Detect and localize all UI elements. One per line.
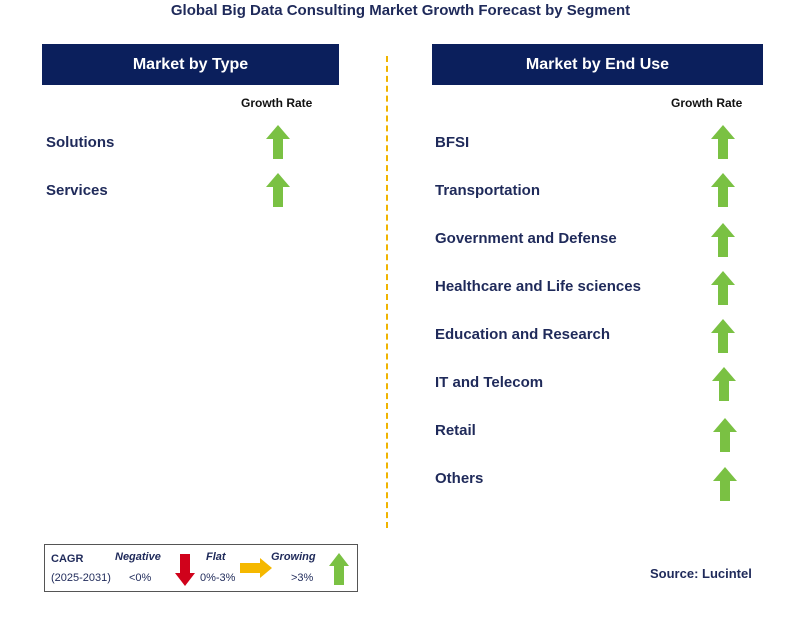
growing-arrow-icon (266, 125, 290, 159)
growing-arrow-icon (329, 553, 349, 585)
legend-flat-label: Flat (206, 551, 226, 563)
legend-growing-label: Growing (271, 551, 316, 563)
growing-arrow-icon (711, 223, 735, 257)
legend-negative-range: <0% (129, 572, 152, 584)
legend-flat-range: 0%-3% (200, 572, 236, 584)
growing-arrow-icon (711, 319, 735, 353)
end-use-item-retail: Retail (435, 422, 476, 439)
market-by-type-header: Market by Type (42, 44, 339, 85)
type-item-services: Services (46, 182, 108, 199)
source-label: Source: Lucintel (650, 566, 752, 581)
end-use-item-healthcare: Healthcare and Life sciences (435, 278, 641, 295)
legend-growing-range: >3% (291, 572, 314, 584)
flat-arrow-icon (240, 558, 272, 578)
legend-cagr-label: CAGR (51, 553, 84, 565)
end-use-item-others: Others (435, 470, 484, 487)
growing-arrow-icon (711, 125, 735, 159)
cagr-legend: CAGR (2025-2031) Negative <0% Flat 0%-3%… (44, 544, 358, 592)
chart-title: Global Big Data Consulting Market Growth… (170, 2, 631, 19)
end-use-item-education-research: Education and Research (435, 326, 611, 343)
right-growth-rate-label: Growth Rate (671, 96, 743, 110)
end-use-item-transportation: Transportation (435, 182, 541, 199)
growing-arrow-icon (713, 418, 737, 452)
market-by-end-use-header: Market by End Use (432, 44, 763, 85)
legend-period: (2025-2031) (51, 572, 111, 584)
growing-arrow-icon (711, 173, 735, 207)
growing-arrow-icon (711, 271, 735, 305)
growing-arrow-icon (266, 173, 290, 207)
panel-divider (386, 56, 388, 528)
left-growth-rate-label: Growth Rate (241, 96, 313, 110)
legend-negative-label: Negative (115, 551, 161, 563)
growing-arrow-icon (712, 367, 736, 401)
end-use-item-bfsi: BFSI (435, 134, 470, 151)
end-use-item-government-defense: Government and Defense (435, 230, 617, 247)
end-use-item-it-telecom: IT and Telecom (435, 374, 544, 391)
negative-arrow-icon (175, 554, 195, 586)
type-item-solutions: Solutions (46, 134, 115, 151)
growing-arrow-icon (713, 467, 737, 501)
